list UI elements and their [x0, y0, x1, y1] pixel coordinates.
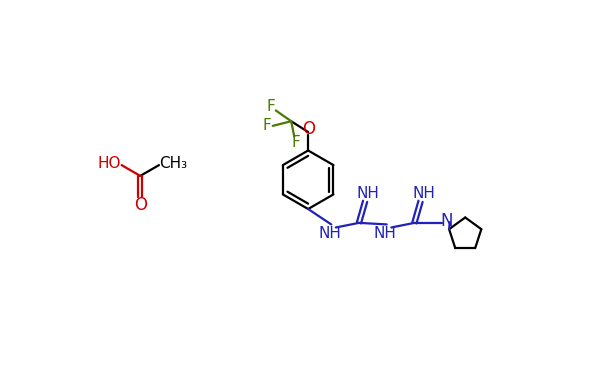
Text: HO: HO: [97, 156, 121, 171]
Text: O: O: [302, 120, 315, 138]
Text: F: F: [263, 118, 272, 134]
Text: NH: NH: [357, 186, 379, 201]
Text: F: F: [292, 135, 300, 150]
Text: NH: NH: [318, 226, 341, 241]
Text: F: F: [266, 99, 275, 114]
Text: NH: NH: [374, 226, 396, 241]
Text: O: O: [134, 196, 147, 214]
Text: CH₃: CH₃: [159, 156, 187, 171]
Text: NH: NH: [412, 186, 435, 201]
Text: N: N: [440, 212, 453, 230]
